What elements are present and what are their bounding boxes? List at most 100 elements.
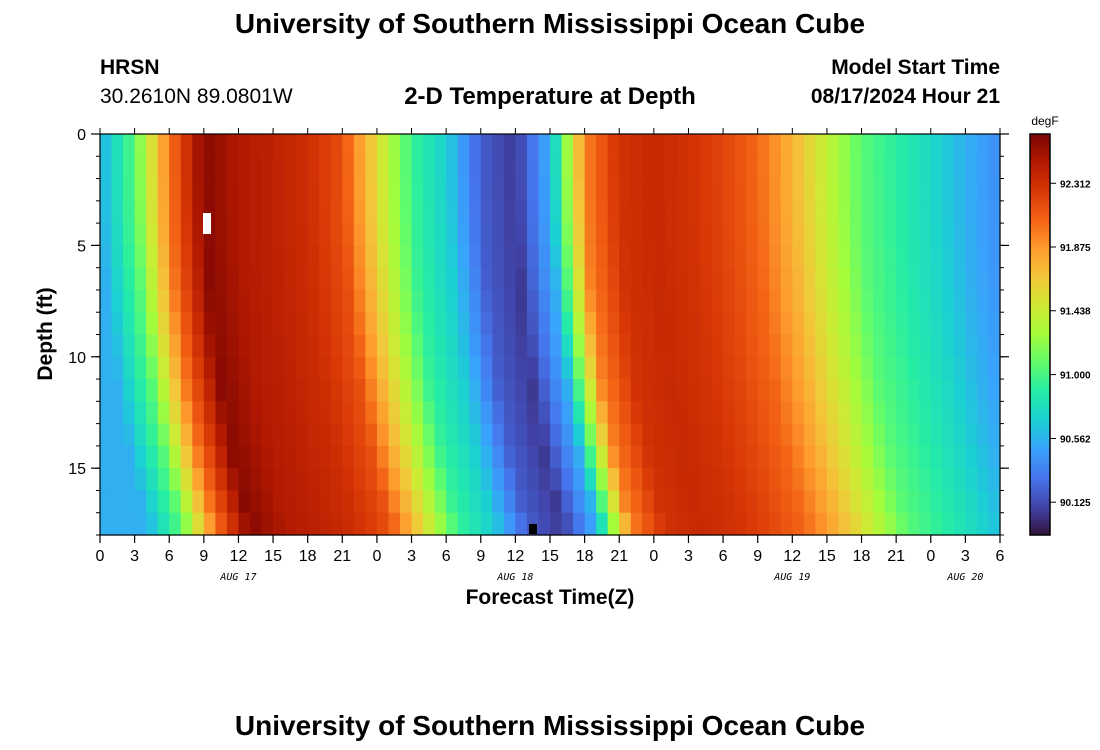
heatmap-cell bbox=[838, 223, 851, 246]
heatmap-cell bbox=[942, 178, 955, 202]
heatmap-cell bbox=[850, 468, 863, 492]
heatmap-cell bbox=[192, 223, 205, 246]
heatmap-cell bbox=[296, 490, 309, 514]
heatmap-cell bbox=[388, 490, 401, 514]
heatmap-cell bbox=[780, 312, 793, 336]
heatmap-cell bbox=[226, 490, 240, 514]
heatmap-cell bbox=[538, 200, 551, 224]
heatmap-cell bbox=[492, 223, 505, 246]
heatmap-cell bbox=[273, 468, 286, 492]
heatmap-cell bbox=[815, 178, 828, 202]
heatmap-cell bbox=[100, 334, 113, 358]
heatmap-cell bbox=[757, 334, 770, 358]
heatmap-cell bbox=[850, 445, 863, 469]
heatmap-cell bbox=[226, 200, 240, 224]
heatmap-cell bbox=[250, 200, 263, 224]
heatmap-cell bbox=[123, 223, 136, 246]
heatmap-cell bbox=[838, 156, 851, 180]
heatmap-cell bbox=[376, 445, 390, 469]
heatmap-cell bbox=[203, 445, 216, 469]
heatmap-cell bbox=[538, 245, 551, 269]
heatmap-cell bbox=[284, 490, 297, 514]
heatmap-cell bbox=[826, 356, 840, 380]
heatmap-cell bbox=[319, 445, 332, 469]
heatmap-cell bbox=[100, 379, 113, 402]
heatmap-cell bbox=[423, 356, 436, 380]
heatmap-cell bbox=[515, 267, 528, 291]
heatmap-cell bbox=[896, 512, 909, 536]
heatmap-cell bbox=[192, 200, 205, 224]
heatmap-cell bbox=[192, 401, 205, 425]
heatmap-cell bbox=[284, 245, 297, 269]
heatmap-cell bbox=[584, 468, 597, 492]
heatmap-cell bbox=[757, 312, 770, 336]
heatmap-cell bbox=[157, 445, 170, 469]
heatmap-cell bbox=[365, 156, 378, 180]
heatmap-cell bbox=[330, 401, 343, 425]
heatmap-cell bbox=[203, 423, 216, 447]
heatmap-cell bbox=[723, 178, 736, 202]
heatmap-cell bbox=[319, 401, 332, 425]
heatmap-cell bbox=[134, 312, 147, 336]
heatmap-cell bbox=[515, 223, 528, 246]
heatmap-cell bbox=[815, 134, 828, 157]
heatmap-cell bbox=[584, 267, 597, 291]
heatmap-cell bbox=[319, 334, 332, 358]
heatmap-cell bbox=[676, 267, 690, 291]
heatmap-cell bbox=[434, 245, 447, 269]
heatmap-cell bbox=[526, 267, 540, 291]
heatmap-cell bbox=[446, 267, 459, 291]
heatmap-cell bbox=[376, 423, 390, 447]
heatmap-cell bbox=[792, 401, 805, 425]
heatmap-cell bbox=[896, 178, 909, 202]
heatmap-cell bbox=[192, 379, 205, 402]
heatmap-cell bbox=[526, 245, 540, 269]
heatmap-cell bbox=[676, 200, 690, 224]
heatmap-cell bbox=[342, 178, 355, 202]
heatmap-cell bbox=[803, 490, 816, 514]
heatmap-cell bbox=[757, 289, 770, 313]
heatmap-cell bbox=[919, 468, 932, 492]
heatmap-cell bbox=[411, 156, 424, 180]
heatmap-cell bbox=[411, 289, 424, 313]
heatmap-cell bbox=[873, 156, 886, 180]
x-tick-label: 21 bbox=[333, 548, 351, 565]
heatmap-cell bbox=[238, 156, 251, 180]
heatmap-cell bbox=[538, 267, 551, 291]
heatmap-cell bbox=[607, 423, 620, 447]
heatmap-cell bbox=[711, 312, 724, 336]
heatmap-cell bbox=[953, 289, 966, 313]
heatmap-cell bbox=[711, 512, 724, 536]
heatmap-cell bbox=[884, 490, 897, 514]
x-tick-label: 18 bbox=[576, 548, 594, 565]
x-tick-label: 15 bbox=[541, 548, 559, 565]
heatmap-cell bbox=[896, 134, 909, 157]
heatmap-cell bbox=[353, 245, 366, 269]
heatmap-cell bbox=[503, 512, 516, 536]
heatmap-cell bbox=[526, 356, 540, 380]
heatmap-cell bbox=[665, 445, 678, 469]
heatmap-cell bbox=[803, 223, 816, 246]
heatmap-cell bbox=[388, 223, 401, 246]
heatmap-cell bbox=[838, 423, 851, 447]
heatmap-cell bbox=[457, 334, 470, 358]
heatmap-cell bbox=[630, 468, 643, 492]
heatmap-cell bbox=[180, 423, 193, 447]
heatmap-cell bbox=[700, 512, 713, 536]
heatmap-cell bbox=[411, 379, 424, 402]
heatmap-cell bbox=[388, 312, 401, 336]
heatmap-cell bbox=[469, 423, 482, 447]
heatmap-cell bbox=[480, 356, 493, 380]
heatmap-cell bbox=[930, 156, 943, 180]
heatmap-cell bbox=[884, 134, 897, 157]
heatmap-cell bbox=[826, 468, 840, 492]
heatmap-cell bbox=[642, 468, 655, 492]
heatmap-cell bbox=[873, 445, 886, 469]
heatmap-cell bbox=[330, 156, 343, 180]
heatmap-cell bbox=[469, 134, 482, 157]
heatmap-cell bbox=[769, 289, 782, 313]
heatmap-cell bbox=[653, 178, 666, 202]
heatmap-cell bbox=[100, 401, 113, 425]
heatmap-cell bbox=[826, 490, 840, 514]
heatmap-cell bbox=[607, 401, 620, 425]
